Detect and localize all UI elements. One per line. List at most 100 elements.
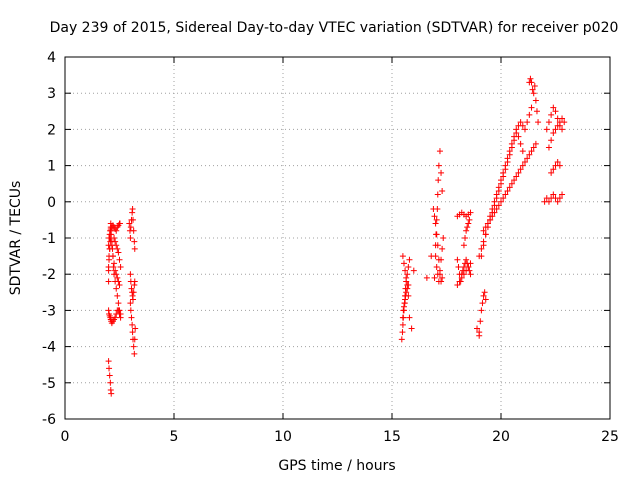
data-point xyxy=(130,289,137,296)
data-point xyxy=(131,245,138,252)
data-point xyxy=(105,358,112,365)
data-point xyxy=(545,198,552,205)
data-point xyxy=(128,314,135,321)
data-point xyxy=(467,209,474,216)
data-point xyxy=(398,336,405,343)
data-point xyxy=(500,195,507,202)
data-point xyxy=(513,173,520,180)
data-point xyxy=(529,86,536,93)
data-point xyxy=(524,155,531,162)
data-point xyxy=(399,253,406,260)
data-point xyxy=(464,224,471,231)
data-point xyxy=(524,119,531,126)
data-point xyxy=(129,321,136,328)
data-point xyxy=(112,314,119,321)
data-point xyxy=(511,177,518,184)
data-point xyxy=(491,209,498,216)
data-point xyxy=(405,292,412,299)
data-point xyxy=(116,220,123,227)
data-point xyxy=(106,365,113,372)
data-point xyxy=(406,314,413,321)
data-point xyxy=(405,263,412,270)
data-point xyxy=(434,242,441,249)
data-point xyxy=(127,235,134,241)
data-point xyxy=(127,271,134,278)
y-tick-label: 1 xyxy=(47,159,56,175)
data-point xyxy=(115,307,122,314)
data-point xyxy=(530,90,537,97)
data-point xyxy=(410,267,417,274)
data-point xyxy=(114,292,121,299)
data-point xyxy=(128,285,135,292)
data-point xyxy=(130,227,137,234)
data-point xyxy=(559,126,566,133)
data-point xyxy=(456,278,463,285)
data-point xyxy=(404,271,411,278)
grid-lines xyxy=(65,57,610,419)
data-point xyxy=(526,151,533,158)
data-point xyxy=(406,256,413,263)
data-point xyxy=(474,325,481,332)
data-point xyxy=(513,130,520,137)
data-point xyxy=(535,119,542,126)
y-tick-label: 4 xyxy=(47,50,56,66)
data-point xyxy=(431,213,438,220)
chart-title: Day 239 of 2015, Sidereal Day-to-day VTE… xyxy=(50,20,619,36)
data-point xyxy=(433,216,440,223)
data-point xyxy=(502,191,509,198)
y-tick-label: -6 xyxy=(42,412,56,428)
data-point xyxy=(528,148,535,155)
data-point xyxy=(436,267,443,274)
data-point xyxy=(113,271,120,278)
data-point xyxy=(113,242,120,249)
data-point xyxy=(493,206,500,213)
data-point xyxy=(480,292,487,299)
data-point xyxy=(515,169,522,176)
data-point xyxy=(465,220,472,227)
data-point xyxy=(561,119,568,126)
data-point xyxy=(403,274,410,281)
data-point xyxy=(403,289,410,296)
data-point xyxy=(116,311,123,318)
data-point xyxy=(113,285,120,292)
data-point xyxy=(433,231,440,238)
data-point xyxy=(517,140,524,147)
data-point xyxy=(115,300,122,307)
data-point xyxy=(478,307,485,314)
data-point xyxy=(430,206,437,213)
data-point xyxy=(480,227,487,234)
data-point xyxy=(515,133,522,140)
data-point xyxy=(129,206,136,213)
data-point xyxy=(519,122,526,129)
data-point xyxy=(481,289,488,296)
data-point xyxy=(495,202,502,209)
data-point xyxy=(511,137,518,144)
data-point xyxy=(482,296,489,303)
data-point xyxy=(559,191,566,198)
y-tick-label: -1 xyxy=(42,231,56,247)
data-point xyxy=(548,169,555,176)
data-point xyxy=(498,180,504,187)
data-point xyxy=(435,162,442,169)
data-point xyxy=(439,187,446,194)
data-point xyxy=(489,213,496,220)
data-point xyxy=(439,245,446,252)
data-point xyxy=(550,166,557,173)
y-tick-label: 3 xyxy=(47,86,56,102)
data-point xyxy=(495,187,502,194)
data-point xyxy=(476,329,483,336)
data-point xyxy=(528,79,535,86)
data-point xyxy=(463,256,470,263)
data-point xyxy=(112,238,119,245)
data-point xyxy=(402,267,409,274)
data-point xyxy=(399,321,406,328)
data-point xyxy=(554,122,561,129)
x-tick-labels: 0 5 10 15 20 25 xyxy=(61,429,619,445)
y-tick-label: -3 xyxy=(42,303,56,319)
data-point xyxy=(439,274,446,281)
data-point xyxy=(431,274,438,281)
data-point xyxy=(131,238,138,245)
data-point xyxy=(550,104,557,111)
data-point xyxy=(127,307,134,314)
data-point xyxy=(498,198,504,205)
